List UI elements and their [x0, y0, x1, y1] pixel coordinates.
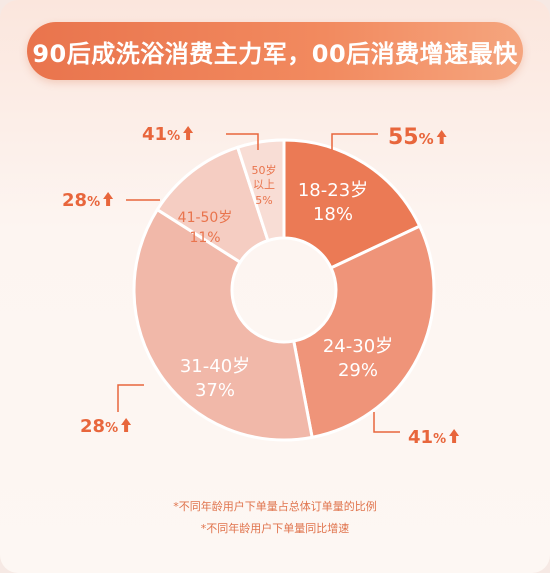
growth-value-4: 41%: [142, 124, 180, 145]
up-arrow-icon-3: [103, 192, 114, 206]
footnote-growth: *不同年龄用户下单量同比增速: [200, 522, 350, 535]
slice-value-4: 5%: [255, 194, 272, 207]
growth-value-2: 28%: [80, 416, 118, 437]
slice-label-2: 31-40岁: [180, 356, 250, 377]
pie-slice-0: [282, 138, 422, 270]
chart-title: 90后成洗浴消费主力军，00后消费增速最快: [32, 39, 518, 68]
slice-label-4-a: 50岁: [252, 163, 277, 177]
pie-slice-3: [155, 145, 270, 265]
pie-slice-4: [235, 138, 286, 243]
callout-line-1: [373, 412, 400, 433]
slice-label-0: 18-23岁: [298, 180, 368, 201]
callout-line-2: [117, 384, 144, 412]
growth-value-1: 41%: [408, 427, 446, 448]
up-arrow-icon-0: [436, 130, 447, 144]
slice-value-3: 11%: [189, 230, 220, 246]
slice-value-2: 37%: [195, 380, 235, 401]
pie-slice-1: [291, 224, 436, 440]
slice-value-0: 18%: [313, 204, 353, 225]
slice-value-1: 29%: [338, 360, 378, 381]
up-arrow-icon-2: [121, 418, 132, 432]
up-arrow-icon-1: [449, 429, 460, 443]
callout-line-4: [226, 133, 259, 150]
pie-slice-2: [132, 207, 314, 442]
callout-line-0: [331, 133, 378, 150]
growth-value-0: 55%: [388, 125, 434, 150]
slice-label-1: 24-30岁: [323, 336, 393, 357]
slice-label-4-b: 以上: [253, 178, 275, 191]
footnote-share: *不同年龄用户下单量占总体订单量的比例: [173, 500, 377, 513]
slice-label-3: 41-50岁: [178, 210, 233, 226]
up-arrow-icon-4: [183, 126, 194, 140]
growth-value-3: 28%: [62, 190, 100, 211]
title-banner: 90后成洗浴消费主力军，00后消费增速最快: [27, 22, 523, 80]
